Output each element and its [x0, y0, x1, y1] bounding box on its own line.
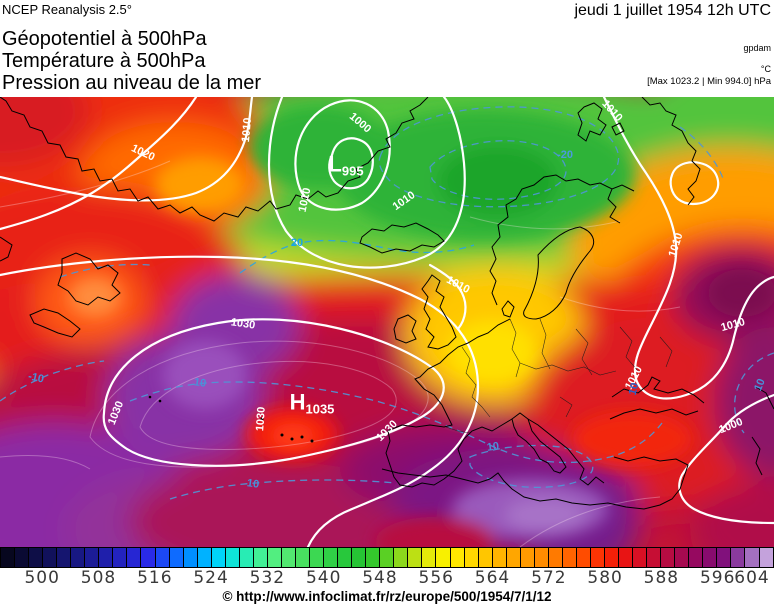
unit-geopotential: gpdam	[743, 43, 771, 53]
colorbar-tick: 540	[305, 568, 342, 588]
colorbar-cell	[464, 548, 479, 567]
map-canvas: 1000 1010 1010 1010 1020 1010 1010 1010 1010 1010…	[0, 97, 774, 547]
colorbar-tick: 508	[80, 568, 117, 588]
colorbar-cell	[520, 548, 535, 567]
colorbar-cell	[310, 548, 325, 567]
colorbar-cell	[576, 548, 591, 567]
colorbar-cell	[225, 548, 240, 567]
colorbar-cell	[731, 548, 746, 567]
title-geopotential: Géopotentiel à 500hPa	[2, 28, 207, 50]
colorbar-tick: 580	[587, 568, 623, 588]
colorbar-cell	[380, 548, 395, 567]
unit-temperature: °C	[760, 64, 771, 74]
pressure-range-label: [Max 1023.2 | Min 994.0] hPa	[647, 76, 771, 87]
data-source-label: NCEP Reanalysis 2.5°	[2, 2, 132, 17]
colorbar-cell	[506, 548, 521, 567]
colorbar-cell	[239, 548, 254, 567]
coastlines	[0, 97, 774, 510]
colorbar-cell	[436, 548, 451, 567]
colorbar-cell	[295, 548, 311, 567]
colorbar-cell	[211, 548, 226, 567]
colorbar-ticks: 500 508 516 524 532 540 548 556 564 572 580 588 596 6…	[0, 568, 774, 588]
colorbar-cell	[717, 548, 732, 567]
colorbar-cell	[590, 548, 606, 567]
colorbar-cell	[675, 548, 690, 567]
colorbar	[0, 547, 774, 568]
colorbar-cell	[689, 548, 704, 567]
colorbar-cell	[99, 548, 114, 567]
colorbar-cell	[408, 548, 423, 567]
colorbar-tick: 548	[362, 568, 398, 588]
isobars	[0, 97, 774, 547]
island-dots	[148, 395, 314, 443]
colorbar-tick: 556	[418, 568, 454, 588]
colorbar-cell	[253, 548, 268, 567]
colorbar-cell	[422, 548, 437, 567]
colorbar-tick: 572	[531, 568, 567, 588]
colorbar-cell	[15, 548, 30, 567]
title-temperature: Température à 500hPa	[2, 50, 206, 72]
colorbar-cell	[759, 548, 773, 567]
colorbar-cell	[113, 548, 128, 567]
colorbar-cell	[338, 548, 353, 567]
colorbar-cell	[197, 548, 212, 567]
colorbar-cell	[647, 548, 662, 567]
datetime-label: jeudi 1 juillet 1954 12h UTC	[574, 2, 771, 19]
colorbar-cell	[703, 548, 718, 567]
colorbar-cell	[1, 548, 16, 567]
weather-map-svg	[0, 97, 774, 547]
colorbar-cell	[605, 548, 620, 567]
colorbar-tick: 604	[734, 568, 770, 588]
colorbar-tick: 532	[249, 568, 286, 588]
colorbar-cell	[619, 548, 634, 567]
colorbar-cell	[352, 548, 367, 567]
colorbar-cell	[141, 548, 156, 567]
colorbar-cell	[661, 548, 676, 567]
colorbar-cell	[267, 548, 282, 567]
colorbar-cell	[534, 548, 549, 567]
colorbar-cell	[548, 548, 563, 567]
colorbar-tick: 516	[137, 568, 173, 588]
colorbar-cell	[324, 548, 339, 567]
colorbar-cell	[43, 548, 58, 567]
colorbar-tick: 500	[24, 568, 60, 588]
colorbar-cell	[394, 548, 409, 567]
colorbar-cell	[85, 548, 100, 567]
colorbar-cell	[633, 548, 648, 567]
colorbar-cell	[492, 548, 507, 567]
colorbar-cell	[169, 548, 184, 567]
colorbar-cell	[155, 548, 170, 567]
colorbar-cell	[71, 548, 86, 567]
colorbar-cell	[478, 548, 493, 567]
colorbar-cell	[57, 548, 72, 567]
colorbar-tick: 596	[699, 568, 736, 588]
colorbar-cell	[183, 548, 198, 567]
title-pressure: Pression au niveau de la mer	[2, 72, 262, 94]
colorbar-cell	[29, 548, 44, 567]
colorbar-tick: 524	[193, 568, 229, 588]
country-borders	[445, 318, 673, 434]
colorbar-cell	[562, 548, 577, 567]
colorbar-cell	[745, 548, 760, 567]
colorbar-cell	[450, 548, 465, 567]
colorbar-cell	[281, 548, 296, 567]
colorbar-cell	[127, 548, 142, 567]
colorbar-cell	[366, 548, 381, 567]
credit-url: © http://www.infoclimat.fr/rz/europe/500…	[222, 589, 552, 604]
colorbar-tick: 564	[474, 568, 511, 588]
colorbar-tick: 588	[643, 568, 680, 588]
